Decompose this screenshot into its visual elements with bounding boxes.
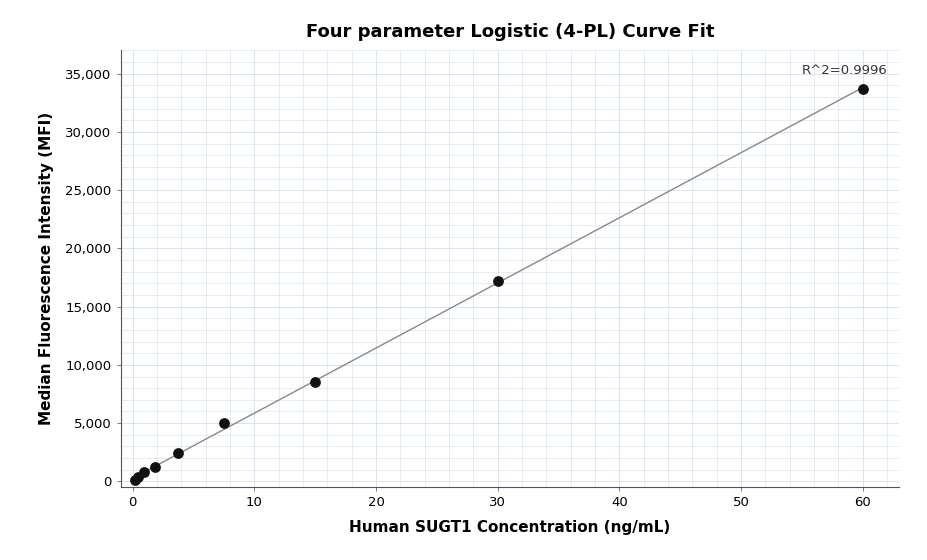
Point bbox=[171, 449, 185, 458]
Point bbox=[490, 277, 505, 286]
Text: R^2=0.9996: R^2=0.9996 bbox=[802, 63, 887, 77]
X-axis label: Human SUGT1 Concentration (ng/mL): Human SUGT1 Concentration (ng/mL) bbox=[349, 520, 670, 535]
Point bbox=[217, 419, 232, 428]
Point bbox=[148, 463, 163, 472]
Point bbox=[856, 85, 870, 94]
Point bbox=[136, 468, 151, 477]
Point bbox=[308, 378, 323, 387]
Point bbox=[128, 475, 143, 484]
Y-axis label: Median Fluorescence Intensity (MFI): Median Fluorescence Intensity (MFI) bbox=[39, 112, 54, 426]
Title: Four parameter Logistic (4-PL) Curve Fit: Four parameter Logistic (4-PL) Curve Fit bbox=[306, 22, 714, 40]
Point bbox=[131, 472, 146, 481]
